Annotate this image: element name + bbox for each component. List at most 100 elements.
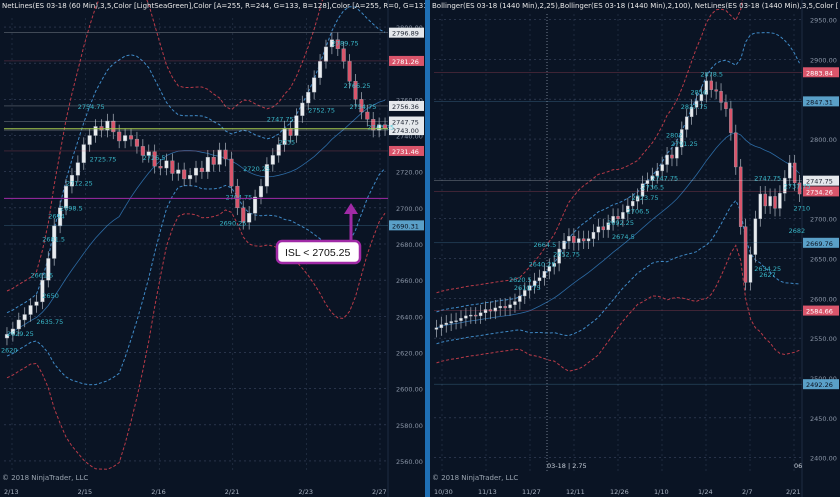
candle-up bbox=[660, 164, 664, 172]
candle-up bbox=[753, 218, 758, 255]
candle-up bbox=[684, 116, 689, 130]
candle-down bbox=[797, 182, 802, 195]
price-level-label: 2743.00 bbox=[392, 127, 419, 135]
candle-up bbox=[518, 295, 522, 302]
candle-up bbox=[788, 162, 792, 179]
candle-up bbox=[577, 238, 581, 243]
candle-up bbox=[63, 185, 69, 209]
y-tick-label: 2720.00 bbox=[396, 169, 423, 177]
candle-down bbox=[763, 193, 767, 207]
candle-up bbox=[123, 135, 128, 142]
candle-up bbox=[547, 266, 552, 272]
price-level-box bbox=[389, 27, 424, 38]
candle-down bbox=[719, 91, 723, 103]
value-annotation: 2726.5 bbox=[143, 154, 166, 162]
isl-callout-text: ISL < 2705.25 bbox=[285, 247, 350, 259]
y-tick-label: 2950.00 bbox=[810, 17, 837, 25]
candle-up bbox=[596, 226, 601, 233]
value-annotation: 2747.75 bbox=[267, 116, 294, 124]
candle-up bbox=[758, 193, 763, 219]
candle-down bbox=[365, 111, 370, 120]
y-tick-label: 2600.00 bbox=[810, 295, 837, 303]
y-tick-label: 2500.00 bbox=[810, 375, 837, 383]
candle-up bbox=[665, 154, 669, 165]
hourly-chart-panel[interactable]: 2560.00 2580.00 2600.00 2620.00 2640.00 2660.… bbox=[0, 0, 425, 497]
candle-down bbox=[182, 169, 187, 180]
value-annotation: 2681.5 bbox=[42, 235, 65, 243]
candle-up bbox=[46, 258, 51, 281]
candle-down bbox=[229, 158, 234, 187]
candle-up bbox=[655, 170, 659, 176]
price-level-label: 2492.26 bbox=[806, 381, 833, 389]
panel-divider[interactable] bbox=[425, 0, 430, 497]
value-annotation: 2692.25 bbox=[607, 219, 634, 227]
price-level-box bbox=[803, 237, 839, 248]
candle-up bbox=[52, 225, 57, 259]
y-tick-label: 2760.00 bbox=[396, 96, 423, 104]
x-tick-label: 2/21 bbox=[786, 488, 801, 496]
value-annotation: 2737.75 bbox=[784, 183, 811, 191]
value-annotation: 2747.75 bbox=[754, 175, 781, 183]
value-annotation: 2789.75 bbox=[332, 40, 359, 48]
candle-up bbox=[498, 306, 502, 309]
value-annotation: 2710 bbox=[794, 205, 811, 213]
price-level-label: 2747.75 bbox=[392, 119, 419, 127]
candle-up bbox=[783, 177, 787, 194]
candle-up bbox=[508, 304, 512, 309]
candle-down bbox=[111, 120, 116, 133]
candle-up bbox=[58, 207, 63, 227]
price-level-box bbox=[389, 125, 424, 136]
candle-down bbox=[359, 99, 364, 113]
candle-up bbox=[258, 185, 264, 198]
candle-up bbox=[294, 115, 299, 136]
candle-up bbox=[611, 216, 615, 223]
price-level-label: 2847.31 bbox=[806, 98, 833, 106]
candle-up bbox=[567, 236, 571, 242]
value-annotation: 2754.75 bbox=[350, 103, 377, 111]
price-level-box bbox=[803, 186, 839, 197]
candle-down bbox=[473, 314, 478, 317]
value-annotation: 2743.25 bbox=[367, 124, 394, 132]
price-level-label: 2584.66 bbox=[806, 308, 833, 316]
value-annotation: 2802 bbox=[666, 131, 683, 139]
price-level-label: 2781.26 bbox=[392, 58, 419, 66]
candle-up bbox=[93, 126, 98, 136]
candle-up bbox=[704, 80, 709, 95]
candle-up bbox=[527, 285, 532, 291]
candle-down bbox=[601, 226, 606, 231]
candle-up bbox=[16, 319, 21, 330]
outer-upper-band bbox=[6, 0, 323, 292]
candle-up bbox=[306, 91, 311, 104]
candle-up bbox=[434, 327, 439, 330]
candle-up bbox=[483, 309, 488, 313]
candle-up bbox=[449, 321, 453, 324]
candle-up bbox=[176, 169, 181, 174]
candle-down bbox=[288, 128, 293, 136]
candle-up bbox=[537, 277, 542, 282]
outer-lower-band bbox=[6, 209, 386, 470]
outer-lower-band bbox=[436, 244, 800, 372]
daily-chart-panel[interactable]: 2400.00 2450.00 2500.00 2550.00 2600.00 2650.… bbox=[430, 0, 840, 497]
hourly-chart-svg[interactable]: 2560.00 2580.00 2600.00 2620.00 2640.00 2660.… bbox=[0, 0, 425, 497]
candle-up bbox=[81, 144, 86, 163]
price-level-box bbox=[803, 379, 839, 390]
value-annotation: 2627 bbox=[759, 271, 776, 279]
value-annotation: 2712.25 bbox=[66, 180, 93, 188]
y-tick-label: 2620.00 bbox=[396, 349, 423, 357]
value-annotation: 2747.75 bbox=[651, 175, 678, 183]
value-annotation: 2752.75 bbox=[308, 106, 335, 114]
value-annotation: 2698.5 bbox=[60, 205, 83, 213]
candle-down bbox=[503, 306, 507, 309]
y-tick-label: 2580.00 bbox=[396, 422, 423, 430]
candle-up bbox=[4, 334, 9, 339]
candle-up bbox=[557, 248, 561, 264]
value-annotation: 2878.5 bbox=[700, 71, 723, 79]
daily-chart-svg[interactable]: 2400.00 2450.00 2500.00 2550.00 2600.00 2650.… bbox=[430, 0, 840, 497]
value-annotation: 2766.25 bbox=[344, 82, 371, 90]
price-level-label: 2796.89 bbox=[392, 30, 419, 38]
candle-up bbox=[10, 328, 15, 335]
value-annotation: 2661.5 bbox=[30, 271, 53, 279]
y-tick-label: 2660.00 bbox=[396, 277, 423, 285]
daily-indicator-header: Bollinger(ES 03-18 (1440 Min),2,25),Boll… bbox=[432, 2, 839, 10]
